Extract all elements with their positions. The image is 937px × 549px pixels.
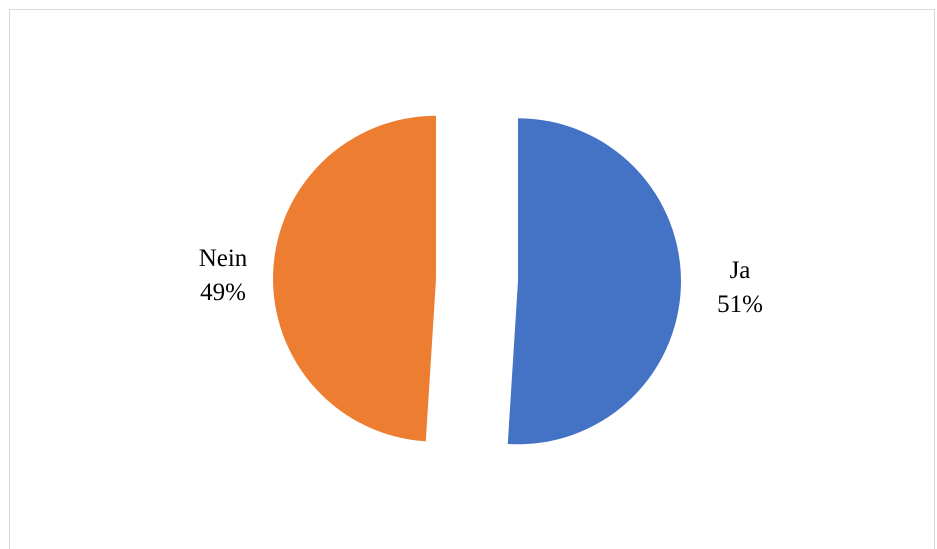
slice-label-ja-name: Ja bbox=[730, 257, 751, 284]
pie-slice-nein bbox=[273, 115, 437, 442]
slice-label-ja-percent: 51% bbox=[717, 291, 763, 318]
chart-area bbox=[9, 9, 935, 549]
slice-label-nein-percent: 49% bbox=[200, 279, 246, 306]
slice-label-nein-name: Nein bbox=[199, 245, 248, 272]
pie-slice-ja bbox=[507, 118, 681, 445]
